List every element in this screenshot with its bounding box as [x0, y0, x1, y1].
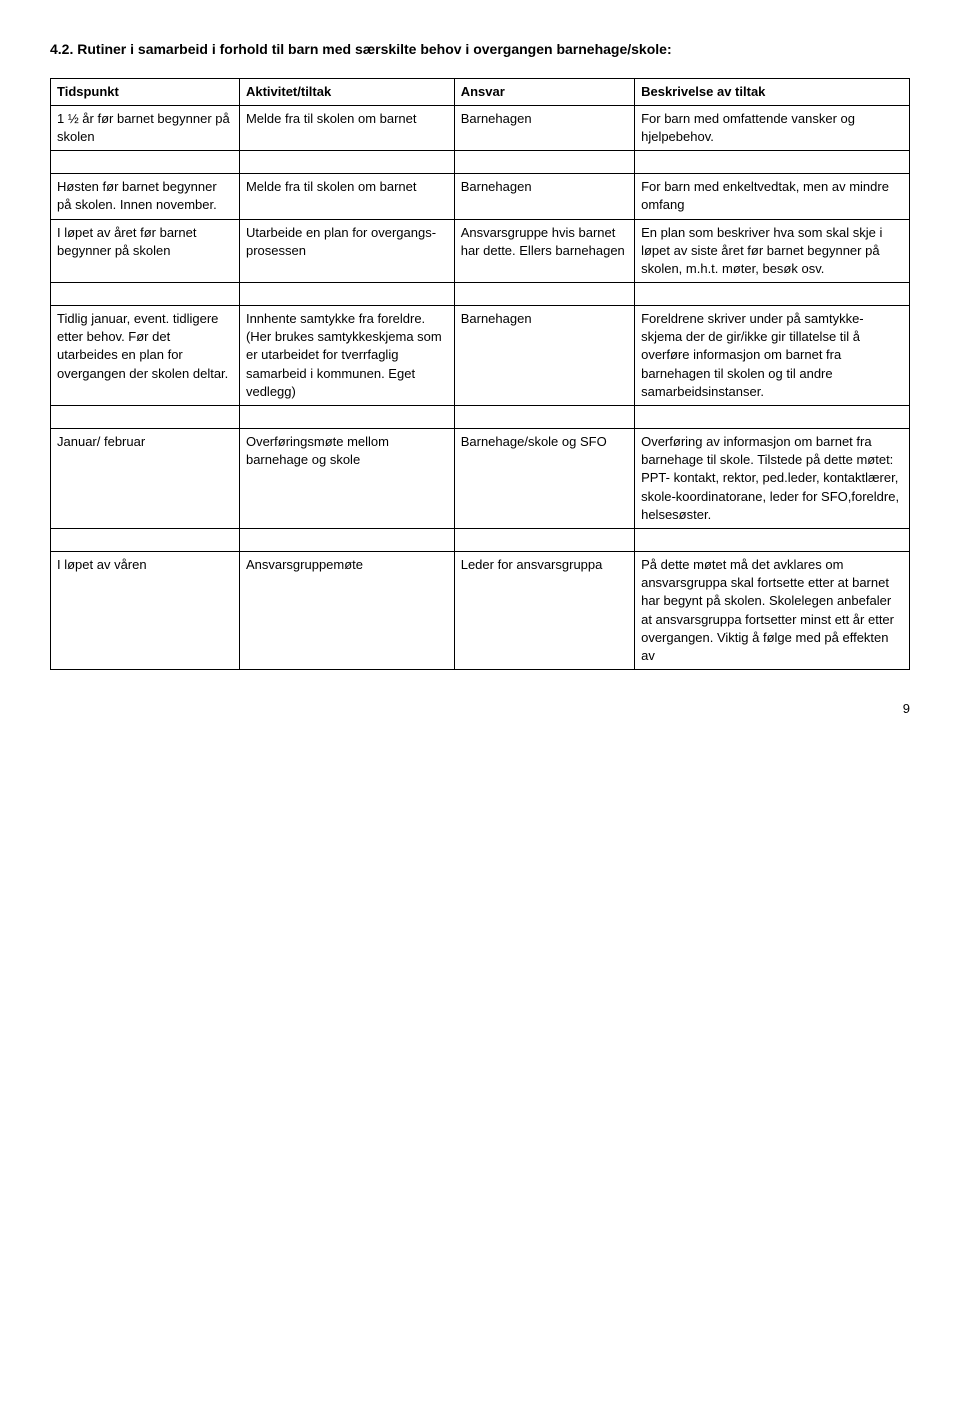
routines-table: Tidspunkt Aktivitet/tiltak Ansvar Beskri… [50, 78, 910, 671]
cell-ansvar: Barnehage/skole og SFO [454, 429, 634, 529]
cell-aktivitet: Melde fra til skolen om barnet [239, 105, 454, 150]
col-header-ansvar: Ansvar [454, 78, 634, 105]
cell-ansvar: Ansvarsgruppe hvis barnet har dette. Ell… [454, 219, 634, 283]
cell-tidspunkt: 1 ½ år før barnet begynner på skolen [51, 105, 240, 150]
cell-aktivitet: Ansvarsgruppemøte [239, 551, 454, 669]
cell-ansvar: Barnehagen [454, 105, 634, 150]
cell-beskrivelse: For barn med omfattende vansker og hjelp… [635, 105, 910, 150]
table-row: I løpet av året før barnet begynner på s… [51, 219, 910, 283]
table-row: Høsten før barnet begynner på skolen. In… [51, 174, 910, 219]
col-header-tidspunkt: Tidspunkt [51, 78, 240, 105]
cell-aktivitet: Innhente samtykke fra foreldre. (Her bru… [239, 306, 454, 406]
section-heading: 4.2. Rutiner i samarbeid i forhold til b… [50, 40, 910, 60]
cell-tidspunkt: I løpet av året før barnet begynner på s… [51, 219, 240, 283]
cell-beskrivelse: På dette møtet må det avklares om ansvar… [635, 551, 910, 669]
cell-tidspunkt: I løpet av våren [51, 551, 240, 669]
table-header-row: Tidspunkt Aktivitet/tiltak Ansvar Beskri… [51, 78, 910, 105]
table-row: 1 ½ år før barnet begynner på skolen Mel… [51, 105, 910, 150]
cell-beskrivelse: Foreldrene skriver under på samtykke-skj… [635, 306, 910, 406]
cell-ansvar: Barnehagen [454, 174, 634, 219]
table-row-blank [51, 528, 910, 551]
table-row-blank [51, 151, 910, 174]
cell-ansvar: Leder for ansvarsgruppa [454, 551, 634, 669]
col-header-aktivitet: Aktivitet/tiltak [239, 78, 454, 105]
table-row: Januar/ februar Overføringsmøte mellom b… [51, 429, 910, 529]
cell-ansvar: Barnehagen [454, 306, 634, 406]
table-row: I løpet av våren Ansvarsgruppemøte Leder… [51, 551, 910, 669]
cell-aktivitet: Utarbeide en plan for overgangs-prosesse… [239, 219, 454, 283]
col-header-beskrivelse: Beskrivelse av tiltak [635, 78, 910, 105]
page-number: 9 [50, 700, 910, 718]
cell-aktivitet: Melde fra til skolen om barnet [239, 174, 454, 219]
cell-aktivitet: Overføringsmøte mellom barnehage og skol… [239, 429, 454, 529]
table-row-blank [51, 283, 910, 306]
cell-tidspunkt: Januar/ februar [51, 429, 240, 529]
cell-beskrivelse: For barn med enkeltvedtak, men av mindre… [635, 174, 910, 219]
cell-tidspunkt: Tidlig januar, event. tidligere etter be… [51, 306, 240, 406]
cell-tidspunkt: Høsten før barnet begynner på skolen. In… [51, 174, 240, 219]
table-row: Tidlig januar, event. tidligere etter be… [51, 306, 910, 406]
cell-beskrivelse: En plan som beskriver hva som skal skje … [635, 219, 910, 283]
cell-beskrivelse: Overføring av informasjon om barnet fra … [635, 429, 910, 529]
table-row-blank [51, 406, 910, 429]
